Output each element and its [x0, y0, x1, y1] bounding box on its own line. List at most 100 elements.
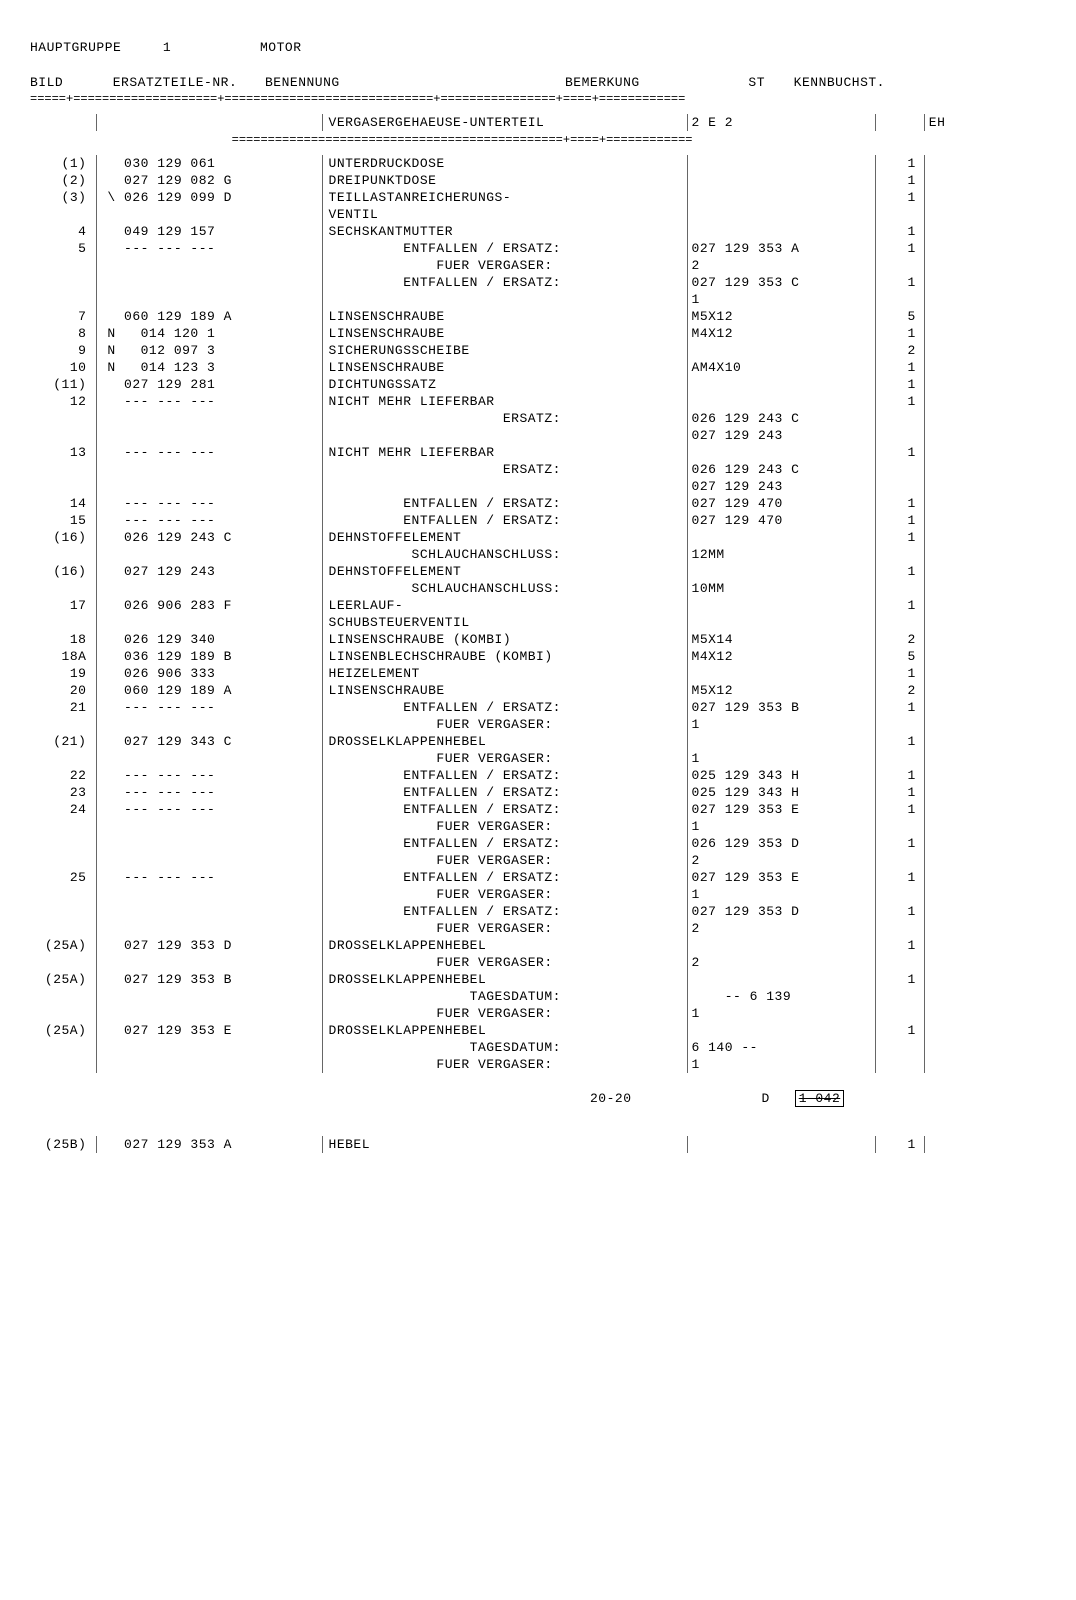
cell-kenn [924, 597, 1046, 614]
cell-kenn [924, 512, 1046, 529]
cell-kenn [924, 920, 1046, 937]
cell-kenn [924, 733, 1046, 750]
cell-bild: 17 [30, 597, 97, 614]
table-row: (16) 026 129 243 CDEHNSTOFFELEMENT1 [30, 529, 1046, 546]
cell-benennung: ENTFALLEN / ERSATZ: [322, 512, 687, 529]
cell-benennung [322, 478, 687, 495]
cell-ersatz [97, 920, 322, 937]
cell-st: 1 [876, 529, 925, 546]
cell-bild: 7 [30, 308, 97, 325]
cell-benennung: TAGESDATUM: [322, 1039, 687, 1056]
parts-table: VERGASERGEHAEUSE-UNTERTEIL 2 E 2 EH [30, 114, 1046, 131]
cell-bemerkung: M5X14 [687, 631, 876, 648]
cell-bemerkung: 027 129 353 A [687, 240, 876, 257]
cell-bild [30, 257, 97, 274]
cell-kenn [924, 903, 1046, 920]
cell-ersatz [97, 903, 322, 920]
cell-st [876, 886, 925, 903]
cell-bemerkung [687, 393, 876, 410]
cell-ersatz: --- --- --- [97, 801, 322, 818]
cell-kenn [924, 376, 1046, 393]
cell-kenn [924, 767, 1046, 784]
cell-bild: 9 [30, 342, 97, 359]
cell-ersatz: 027 129 353 E [97, 1022, 322, 1039]
cell-benennung: FUER VERGASER: [322, 920, 687, 937]
extra-bild: (25B) [30, 1136, 97, 1153]
cell-bemerkung: 1 [687, 1056, 876, 1073]
cell-kenn [924, 801, 1046, 818]
hauptgruppe-num: 1 [163, 40, 171, 55]
cell-st [876, 1039, 925, 1056]
cell-benennung: LINSENSCHRAUBE [322, 308, 687, 325]
cell-ersatz [97, 716, 322, 733]
cell-benennung: SECHSKANTMUTTER [322, 223, 687, 240]
cell-kenn [924, 988, 1046, 1005]
cell-bild: (11) [30, 376, 97, 393]
cell-ersatz: --- --- --- [97, 444, 322, 461]
cell-benennung: NICHT MEHR LIEFERBAR [322, 444, 687, 461]
table-row: TAGESDATUM:6 140 -- [30, 1039, 1046, 1056]
cell-kenn [924, 529, 1046, 546]
table-row: 027 129 243 [30, 478, 1046, 495]
cell-benennung: DEHNSTOFFELEMENT [322, 563, 687, 580]
cell-st [876, 257, 925, 274]
cell-bemerkung: 027 129 470 [687, 512, 876, 529]
cell-st [876, 546, 925, 563]
section-kenn: EH [924, 114, 1046, 131]
cell-ersatz [97, 478, 322, 495]
cell-bild [30, 1005, 97, 1022]
cell-bemerkung: M4X12 [687, 648, 876, 665]
cell-bemerkung: M5X12 [687, 682, 876, 699]
cell-bemerkung: 026 129 243 C [687, 410, 876, 427]
cell-st: 1 [876, 495, 925, 512]
cell-ersatz: N 014 120 1 [97, 325, 322, 342]
cell-st [876, 206, 925, 223]
cell-st [876, 614, 925, 631]
cell-benennung: FUER VERGASER: [322, 886, 687, 903]
cell-ersatz [97, 274, 322, 291]
section-title-row: VERGASERGEHAEUSE-UNTERTEIL 2 E 2 EH [30, 114, 1046, 131]
cell-kenn [924, 223, 1046, 240]
cell-bemerkung: 1 [687, 1005, 876, 1022]
cell-bild: (25A) [30, 1022, 97, 1039]
cell-st: 1 [876, 444, 925, 461]
cell-bild [30, 291, 97, 308]
cell-kenn [924, 665, 1046, 682]
cell-bild: 18A [30, 648, 97, 665]
extra-benennung: HEBEL [322, 1136, 687, 1153]
cell-bild [30, 427, 97, 444]
cell-ersatz: --- --- --- [97, 240, 322, 257]
cell-kenn [924, 699, 1046, 716]
cell-bemerkung: 027 129 243 [687, 427, 876, 444]
cell-kenn [924, 563, 1046, 580]
cell-kenn [924, 835, 1046, 852]
cell-ersatz: 060 129 189 A [97, 308, 322, 325]
cell-benennung: ENTFALLEN / ERSATZ: [322, 869, 687, 886]
cell-bemerkung [687, 172, 876, 189]
table-row: (3)\ 026 129 099 DTEILLASTANREICHERUNGS-… [30, 189, 1046, 206]
cell-st: 1 [876, 835, 925, 852]
extra-table: (25B) 027 129 353 A HEBEL 1 [30, 1136, 1046, 1153]
cell-bemerkung: 2 [687, 954, 876, 971]
table-row: 25 --- --- --- ENTFALLEN / ERSATZ:027 12… [30, 869, 1046, 886]
cell-ersatz [97, 852, 322, 869]
cell-st: 1 [876, 665, 925, 682]
cell-benennung: TEILLASTANREICHERUNGS- [322, 189, 687, 206]
cell-st: 2 [876, 631, 925, 648]
cell-benennung: DREIPUNKTDOSE [322, 172, 687, 189]
cell-bemerkung [687, 376, 876, 393]
cell-ersatz [97, 886, 322, 903]
table-row: FUER VERGASER:2 [30, 852, 1046, 869]
table-row: 22 --- --- --- ENTFALLEN / ERSATZ:025 12… [30, 767, 1046, 784]
cell-bild: 25 [30, 869, 97, 886]
cell-bemerkung: 1 [687, 818, 876, 835]
cell-kenn [924, 257, 1046, 274]
cell-ersatz: --- --- --- [97, 699, 322, 716]
table-row: 23 --- --- --- ENTFALLEN / ERSATZ:025 12… [30, 784, 1046, 801]
cell-st: 1 [876, 597, 925, 614]
cell-bild [30, 206, 97, 223]
cell-ersatz: 027 129 281 [97, 376, 322, 393]
parts-table-body: (1) 030 129 061UNTERDRUCKDOSE1(2) 027 12… [30, 155, 1046, 1073]
cell-bild: 15 [30, 512, 97, 529]
table-row: 5 --- --- --- ENTFALLEN / ERSATZ:027 129… [30, 240, 1046, 257]
